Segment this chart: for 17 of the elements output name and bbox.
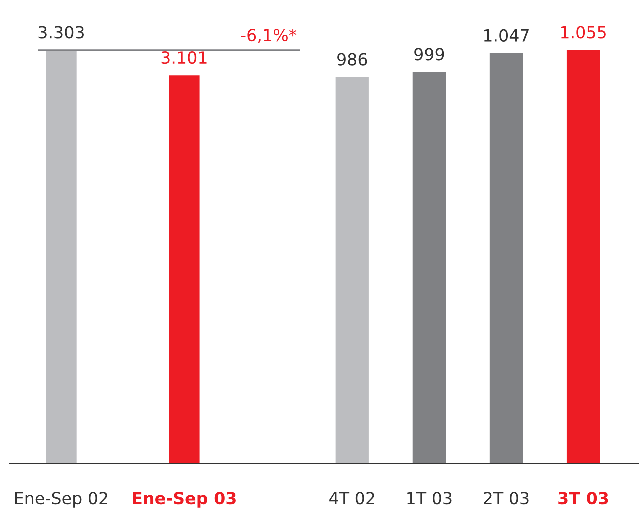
data-label: 986: [338, 53, 368, 66]
data-label: 3.101: [162, 51, 207, 64]
x-tick-label: 3T 03: [558, 492, 608, 505]
data-label: 1.047: [484, 29, 529, 42]
x-tick-label: Ene-Sep 02: [15, 492, 108, 508]
data-label: 1.055: [562, 26, 606, 39]
bar: [336, 77, 369, 464]
data-label: 999: [414, 48, 444, 61]
x-tick-label: 1T 03: [408, 492, 452, 505]
data-label: 3.303: [38, 26, 84, 39]
x-tick-label: 4T 02: [330, 492, 374, 505]
bar: [412, 72, 446, 464]
text: -6,1%*: [241, 28, 297, 44]
x-tick-label: 2T 03: [484, 492, 529, 505]
bar: [490, 54, 524, 464]
x-tick-label: Ene-Sep 03: [133, 492, 236, 508]
bar: [566, 50, 600, 464]
